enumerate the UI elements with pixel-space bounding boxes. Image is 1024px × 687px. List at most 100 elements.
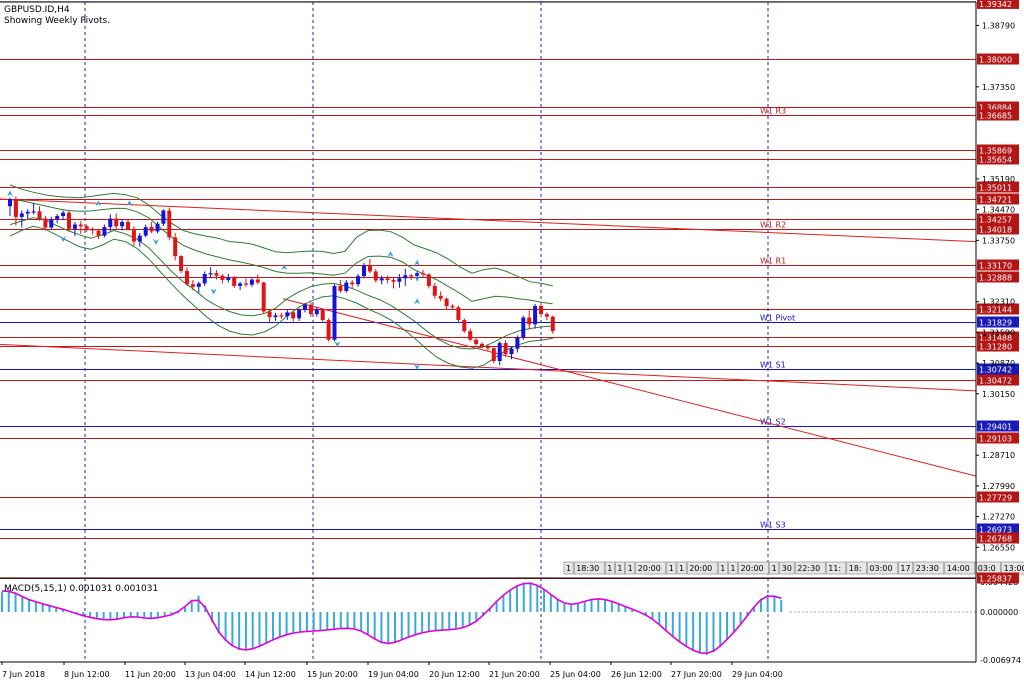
price-tag-4: 1.35654 (979, 156, 1012, 165)
session-text-20: 14:00 (947, 564, 970, 573)
macd-signal-line (1, 582, 782, 655)
candle-body-32 (196, 283, 201, 287)
session-text-21: 03:0 (978, 564, 996, 573)
candle-body-17 (108, 218, 113, 228)
candle-body-59 (356, 276, 361, 285)
candle-body-62 (373, 271, 378, 281)
session-box-18 (898, 561, 914, 575)
price-tick-label-7: 1.30870 (982, 359, 1015, 368)
price-tag-bg-0 (977, 53, 1019, 65)
price-tick-label-4: 1.33750 (982, 236, 1015, 245)
candle-body-3 (25, 211, 30, 214)
candle-body-82 (491, 348, 496, 361)
price-tag-13: 1.31488 (979, 334, 1012, 343)
session-text-6: 1 (669, 564, 674, 573)
band-upper_inner (9, 199, 553, 305)
trend-lines (0, 198, 977, 477)
session-text-17: 03:00 (869, 564, 892, 573)
candle-body-26 (161, 210, 166, 224)
session-text-15: 11: (828, 564, 841, 573)
time-label-3: 13 Jun 04:00 (185, 670, 236, 679)
candle-body-55 (332, 285, 337, 340)
price-tag-bg-18 (977, 432, 1019, 444)
pivot-label-9: W1 R1 (760, 257, 786, 266)
candle-body-60 (362, 265, 366, 277)
price-tag-bg-22 (977, 572, 1019, 584)
candle-body-22 (137, 235, 142, 242)
price-tag-bg-15 (977, 363, 1019, 375)
price-tick-label-3: 1.34470 (982, 206, 1015, 215)
session-text-19: 23:30 (916, 564, 939, 573)
price-tick-label-10: 1.27990 (982, 482, 1015, 491)
price-tag-bg-12 (977, 316, 1019, 328)
price-tag-9: 1.33170 (979, 262, 1012, 271)
band-upper_outer (9, 184, 553, 287)
price-tag-bg-7 (977, 213, 1019, 225)
price-tag-bg-13 (977, 331, 1019, 343)
symbol-label: GBPUSD.ID,H4 (4, 5, 70, 15)
candle-body-38 (232, 277, 237, 286)
candle-body-11 (72, 224, 77, 229)
pivot-label-8: W1 R2 (760, 221, 786, 230)
session-text-8: 20:00 (689, 564, 712, 573)
price-tag-12: 1.31829 (979, 319, 1012, 328)
candle-body-49 (297, 309, 302, 319)
candle-body-57 (344, 282, 349, 292)
price-tag-18: 1.29103 (979, 435, 1012, 444)
fractal-arrow-0 (7, 190, 13, 197)
session-box-6 (666, 561, 677, 575)
candle-body-15 (96, 230, 101, 236)
price-tag-bg-5 (977, 181, 1019, 193)
trend-line-upper (0, 198, 977, 243)
fractal-arrow-6 (281, 264, 288, 271)
session-box-16 (846, 561, 867, 575)
session-box-5 (635, 561, 667, 575)
candle-body-4 (31, 211, 36, 213)
price-tag-bg-9 (977, 259, 1019, 271)
session-text-9: 1 (720, 564, 725, 573)
candle-body-29 (179, 256, 184, 272)
session-text-16: 18: (849, 564, 862, 573)
price-tag-bg-17 (977, 420, 1019, 432)
price-tag-bg-11 (977, 303, 1019, 315)
candle-body-2 (19, 213, 24, 217)
pivot-label-20: W1 S3 (760, 521, 786, 530)
session-text-10: 1 (730, 564, 735, 573)
candle-body-10 (67, 212, 71, 229)
session-text-4: 1 (628, 564, 633, 573)
price-tag-2: 1.36685 (979, 112, 1012, 121)
session-box-2 (604, 561, 615, 575)
candle-body-14 (90, 228, 95, 231)
price-tag-16: 1.30472 (979, 377, 1012, 386)
trend-line-middle (0, 343, 977, 392)
fractal-markers (7, 190, 421, 370)
price-tag-19: 1.27729 (979, 494, 1012, 503)
price-tag-bg-8 (977, 223, 1019, 235)
candle-body-81 (485, 346, 490, 349)
fractal-arrow-4 (153, 239, 160, 246)
price-tag-bg-10 (977, 271, 1019, 283)
price-tag-1: 1.36884 (979, 104, 1012, 113)
candle-body-75 (450, 305, 455, 308)
time-axis: 7 Jun 2018 8 Jun 12:00 11 Jun 20:00 13 Jun … (1, 662, 783, 679)
candle-body-73 (438, 295, 443, 299)
candle-body-50 (303, 304, 307, 310)
candle-body-54 (326, 320, 331, 340)
candles[interactable] (8, 196, 555, 366)
session-box-20 (944, 561, 976, 575)
candle-body-18 (114, 218, 119, 227)
candle-body-9 (61, 212, 66, 217)
candle-body-23 (143, 227, 148, 236)
time-label-5: 15 Jun 20:00 (307, 670, 358, 679)
candle-body-85 (509, 348, 514, 355)
session-text-14: 22:30 (797, 564, 820, 573)
price-tag-bg-3 (977, 144, 1019, 156)
session-box-11 (738, 561, 769, 575)
price-tag-5: 1.35011 (979, 184, 1012, 193)
candle-body-84 (503, 343, 508, 355)
candle-body-0 (8, 198, 12, 207)
